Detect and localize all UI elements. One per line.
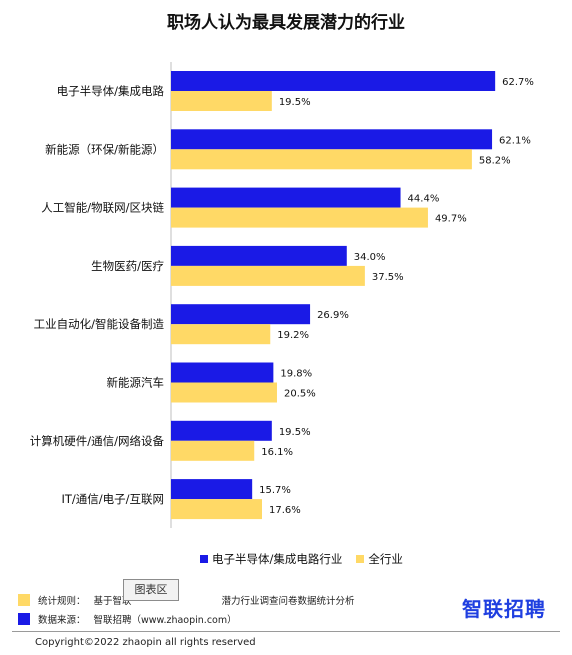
data-label: 62.1% xyxy=(499,135,531,146)
data-source-text: 智联招聘（www.zhaopin.com） xyxy=(93,615,237,626)
bar-semiconductor xyxy=(171,420,272,441)
stat-rule-label: 统计规则： xyxy=(38,596,86,607)
bar-semiconductor xyxy=(171,187,401,208)
data-label: 37.5% xyxy=(372,272,404,283)
legend-label-series-1: 电子半导体/集成电路行业 xyxy=(212,552,343,566)
data-label: 58.2% xyxy=(479,155,511,166)
bar-semiconductor xyxy=(171,479,253,500)
category-label: 生物医药/医疗 xyxy=(91,259,164,273)
copyright-text: Copyright©2022 zhaopin all rights reserv… xyxy=(35,637,256,648)
bar-semiconductor xyxy=(171,362,274,383)
category-label: 新能源汽车 xyxy=(107,376,165,390)
data-label: 34.0% xyxy=(354,252,386,263)
category-label: 人工智能/物联网/区块链 xyxy=(41,201,164,215)
category-label: 电子半导体/集成电路 xyxy=(57,84,165,98)
data-label: 17.6% xyxy=(269,505,301,516)
stat-rule-note: 统计规则： 基于智联 潜力行业调查问卷数据统计分析 xyxy=(18,593,355,607)
bar-all-industries xyxy=(171,324,271,345)
data-label: 19.5% xyxy=(279,97,311,108)
data-label: 16.1% xyxy=(261,447,293,458)
data-label: 44.4% xyxy=(408,194,440,205)
bar-chart: 电子半导体/集成电路 62.7% 19.5% 新能源（环保/新能源） 62.1% 58.2… xyxy=(30,62,534,528)
category-label: IT/通信/电子/互联网 xyxy=(61,492,164,506)
legend-item-series-2: 全行业 xyxy=(356,551,403,567)
data-label: 19.5% xyxy=(279,427,311,438)
bar-semiconductor xyxy=(171,129,493,150)
category-label: 计算机硬件/通信/网络设备 xyxy=(30,434,165,448)
data-label: 26.9% xyxy=(317,310,349,321)
legend-label-series-2: 全行业 xyxy=(368,552,403,566)
data-source-label: 数据来源： xyxy=(38,615,86,626)
bar-all-industries xyxy=(171,499,262,520)
chart-area-tooltip: 图表区 xyxy=(123,579,179,601)
bar-semiconductor xyxy=(171,245,347,266)
stat-rule-text-end: 潜力行业调查问卷数据统计分析 xyxy=(221,596,355,607)
bar-all-industries xyxy=(171,382,277,403)
data-label: 19.2% xyxy=(277,330,309,341)
data-label: 49.7% xyxy=(435,214,467,225)
data-label: 15.7% xyxy=(259,485,291,496)
data-source-note: 数据来源： 智联招聘（www.zhaopin.com） xyxy=(18,612,237,626)
bar-semiconductor xyxy=(171,71,496,91)
note-swatch-blue xyxy=(18,613,30,625)
bar-all-industries xyxy=(171,440,255,461)
data-label: 62.7% xyxy=(502,77,534,88)
chart-title: 职场人认为最具发展潜力的行业 xyxy=(167,13,405,33)
legend-swatch-series-1 xyxy=(200,555,208,563)
category-label: 工业自动化/智能设备制造 xyxy=(34,317,165,331)
zhaopin-logo: 智联招聘 xyxy=(462,597,546,621)
category-label: 新能源（环保/新能源） xyxy=(45,142,164,156)
footer-divider xyxy=(12,631,560,632)
stat-rule-text-start: 基于智联 xyxy=(93,596,132,607)
legend-swatch-series-2 xyxy=(356,555,365,563)
bar-all-industries xyxy=(171,149,472,170)
bar-all-industries xyxy=(171,265,365,286)
bar-all-industries xyxy=(171,207,428,228)
data-label: 20.5% xyxy=(284,389,316,400)
data-label: 19.8% xyxy=(280,369,312,380)
note-swatch-yellow xyxy=(18,594,30,606)
chart-legend: 电子半导体/集成电路行业 全行业 xyxy=(200,551,403,567)
bar-semiconductor xyxy=(171,304,311,325)
legend-item-series-1: 电子半导体/集成电路行业 xyxy=(200,551,342,567)
bar-all-industries xyxy=(171,91,272,111)
